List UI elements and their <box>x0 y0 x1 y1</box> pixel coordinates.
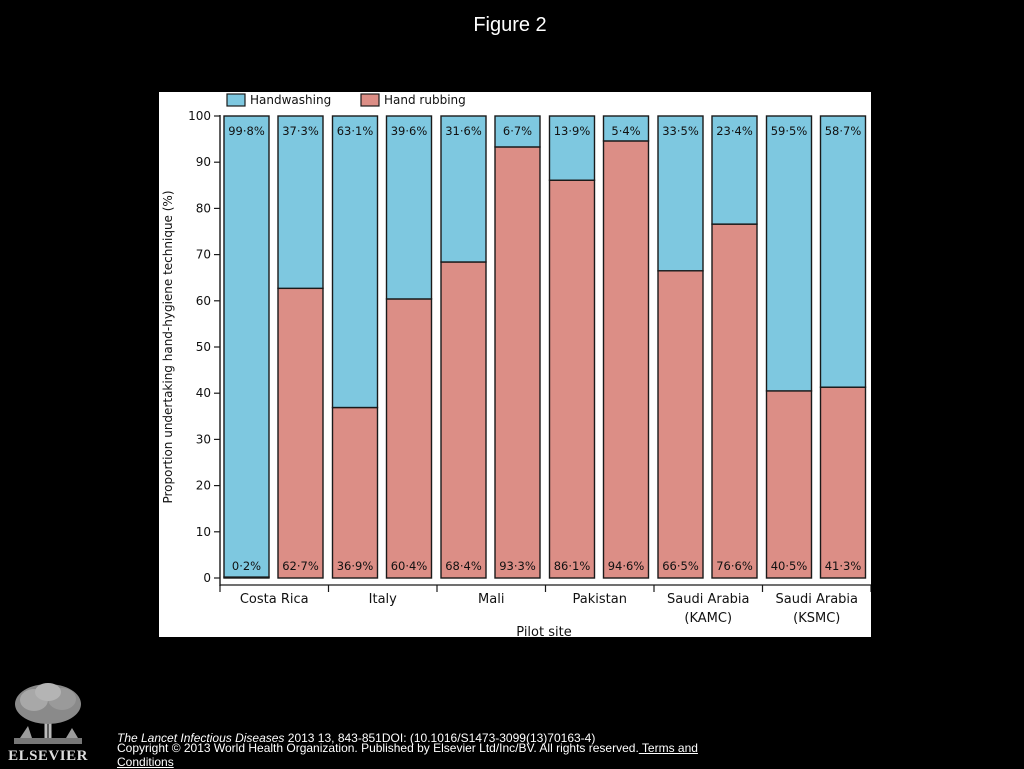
bar-handwashing <box>765 115 813 392</box>
bar-handwashing <box>602 115 650 142</box>
data-label-hand-rubbing: 68·4% <box>445 559 482 573</box>
citation: The Lancet Infectious Diseases 2013 13, … <box>117 731 595 745</box>
y-tick-label: 90 <box>196 155 211 169</box>
bar-handwashing <box>277 115 324 290</box>
bar-handwashing <box>440 115 487 263</box>
data-label-handwashing: 59·5% <box>771 124 808 138</box>
y-tick-label: 50 <box>196 340 211 354</box>
x-tick-label: Saudi Arabia (KAMC) <box>667 592 750 626</box>
y-tick-label: 60 <box>196 294 211 308</box>
terms-and-conditions-link[interactable]: Terms and Conditions <box>117 741 698 769</box>
bar-hand-rubbing <box>494 146 541 579</box>
data-label-handwashing: 58·7% <box>825 124 862 138</box>
bar-handwashing <box>385 115 433 300</box>
bar-handwashing <box>494 115 541 148</box>
plot-area: 0 10 20 30 40 50 60 70 80 90 100 Costa Rica 99·8% 0·2… <box>188 109 871 626</box>
data-label-handwashing: 33·5% <box>662 124 699 138</box>
citation-details: 2013 13, 843-851DOI: (10.1016/S1473-3099… <box>284 731 596 745</box>
copyright-notice: Copyright © 2013 World Health Organizati… <box>117 741 727 769</box>
x-axis-title: Pilot site <box>516 625 571 637</box>
bar-hand-rubbing <box>657 270 704 579</box>
data-label-handwashing: 63·1% <box>337 124 374 138</box>
y-tick-label: 0 <box>203 571 211 585</box>
data-label-hand-rubbing: 93·3% <box>499 559 536 573</box>
x-tick-label: Saudi Arabia (KSMC) <box>776 592 859 626</box>
bar-handwashing <box>548 115 596 181</box>
data-label-handwashing: 39·6% <box>391 124 428 138</box>
data-label-handwashing: 6·7% <box>503 124 532 138</box>
data-label-hand-rubbing: 62·7% <box>282 559 319 573</box>
data-label-handwashing: 5·4% <box>611 124 640 138</box>
bar-hand-rubbing <box>819 386 867 579</box>
elsevier-logo-text: ELSEVIER <box>8 748 88 764</box>
x-tick-label: Mali <box>478 592 504 607</box>
data-label-hand-rubbing: 0·2% <box>232 559 261 573</box>
data-label-handwashing: 13·9% <box>554 124 591 138</box>
legend: Handwashing Hand rubbing <box>226 93 466 107</box>
legend-swatch-handwashing <box>226 93 246 107</box>
tree-logo-icon <box>14 683 82 744</box>
bar-hand-rubbing <box>440 261 487 579</box>
data-label-hand-rubbing: 60·4% <box>391 559 428 573</box>
x-tick-label: Italy <box>369 592 398 607</box>
bar-handwashing <box>331 115 379 409</box>
data-label-handwashing: 37·3% <box>282 124 319 138</box>
journal-name: The Lancet Infectious Diseases <box>117 731 285 745</box>
legend-label-hand-rubbing: Hand rubbing <box>384 93 466 107</box>
data-label-hand-rubbing: 76·6% <box>716 559 753 573</box>
y-tick-label: 100 <box>188 109 211 123</box>
data-label-handwashing: 31·6% <box>445 124 482 138</box>
slide-title: Figure 2 <box>473 14 547 36</box>
stacked-bar-chart: Handwashing Hand rubbing Proportion unde… <box>161 93 871 637</box>
bar-handwashing <box>711 115 758 225</box>
bar-handwashing <box>657 115 704 272</box>
y-tick-label: 30 <box>196 432 211 446</box>
bar-hand-rubbing <box>548 179 596 579</box>
bar-hand-rubbing <box>602 140 650 579</box>
x-tick-label: Costa Rica <box>240 592 309 607</box>
data-label-handwashing: 99·8% <box>228 124 265 138</box>
bar-handwashing <box>223 115 270 578</box>
data-label-hand-rubbing: 40·5% <box>771 559 808 573</box>
data-label-hand-rubbing: 36·9% <box>337 559 374 573</box>
y-tick-label: 80 <box>196 201 211 215</box>
bar-hand-rubbing <box>277 287 324 579</box>
legend-label-handwashing: Handwashing <box>250 93 331 107</box>
data-label-hand-rubbing: 94·6% <box>608 559 645 573</box>
y-axis-title: Proportion undertaking hand-hygiene tech… <box>161 190 175 503</box>
bar-hand-rubbing <box>385 298 433 579</box>
data-label-handwashing: 23·4% <box>716 124 753 138</box>
y-tick-label: 70 <box>196 248 211 262</box>
elsevier-logo: ELSEVIER <box>8 680 88 766</box>
bar-handwashing <box>819 115 867 388</box>
data-label-hand-rubbing: 66·5% <box>662 559 699 573</box>
data-label-hand-rubbing: 41·3% <box>825 559 862 573</box>
legend-swatch-hand-rubbing <box>360 93 380 107</box>
bar-hand-rubbing <box>711 223 758 579</box>
bar-hand-rubbing <box>765 390 813 579</box>
figure-panel: Handwashing Hand rubbing Proportion unde… <box>159 92 871 637</box>
y-tick-label: 10 <box>196 525 211 539</box>
bar-hand-rubbing <box>331 406 379 579</box>
data-label-hand-rubbing: 86·1% <box>554 559 591 573</box>
copyright-text: Copyright © 2013 World Health Organizati… <box>117 741 639 755</box>
x-tick-label: Pakistan <box>573 592 627 607</box>
y-tick-label: 40 <box>196 386 211 400</box>
y-tick-label: 20 <box>196 479 211 493</box>
